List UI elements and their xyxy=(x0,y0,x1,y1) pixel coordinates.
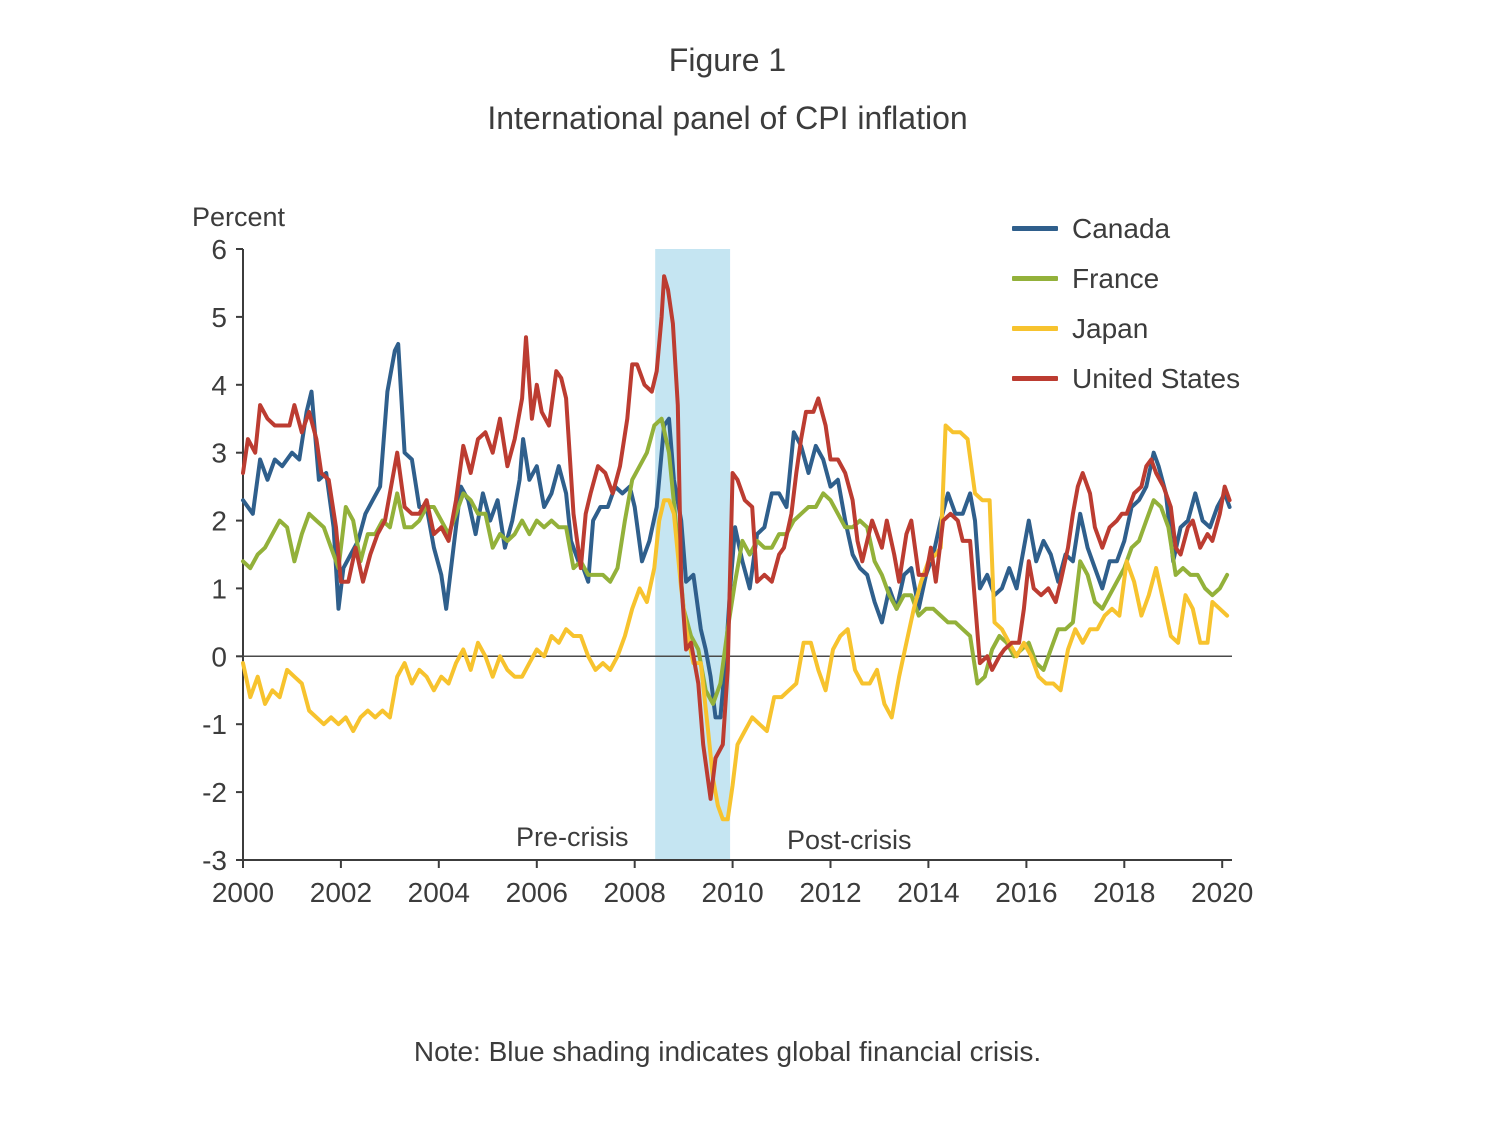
y-tick-label: -3 xyxy=(202,845,227,876)
legend-line-swatch xyxy=(1012,326,1058,331)
x-tick-label: 2016 xyxy=(995,877,1057,908)
x-tick-label: 2020 xyxy=(1191,877,1253,908)
x-tick-label: 2004 xyxy=(408,877,470,908)
x-tick-label: 2010 xyxy=(701,877,763,908)
legend-item-france: France xyxy=(1012,260,1240,297)
x-tick-label: 2002 xyxy=(310,877,372,908)
y-tick-label: 6 xyxy=(211,234,227,265)
legend-item-canada: Canada xyxy=(1012,210,1240,247)
legend-label: Canada xyxy=(1072,212,1171,244)
legend-item-united-states: United States xyxy=(1012,360,1240,397)
crisis-shading-band xyxy=(655,249,731,860)
y-tick-label: 2 xyxy=(211,506,227,537)
pre-crisis-label: Pre-crisis xyxy=(516,822,629,852)
y-tick-label: 0 xyxy=(211,641,227,672)
x-tick-label: 2000 xyxy=(212,877,274,908)
legend-line-swatch xyxy=(1012,226,1058,231)
y-axis-title: Percent xyxy=(192,202,286,232)
series-line-france xyxy=(241,416,1230,706)
figure-title: Figure 1 xyxy=(668,42,787,78)
x-tick-label: 2012 xyxy=(799,877,861,908)
y-tick-label: 3 xyxy=(211,438,227,469)
chart-legend: Canada France Japan United States xyxy=(1012,210,1240,397)
series-line-canada xyxy=(241,342,1232,720)
x-tick-label: 2014 xyxy=(897,877,959,908)
y-tick-label: -2 xyxy=(202,777,227,808)
x-tick-label: 2018 xyxy=(1093,877,1155,908)
legend-item-japan: Japan xyxy=(1012,310,1240,347)
y-tick-label: 5 xyxy=(211,302,227,333)
figure-note: Note: Blue shading indicates global fina… xyxy=(413,1036,1042,1067)
series-line-japan xyxy=(241,423,1230,822)
post-crisis-label: Post-crisis xyxy=(787,825,912,855)
legend-label: Japan xyxy=(1072,312,1149,344)
legend-label: France xyxy=(1072,262,1160,294)
y-tick-label: 1 xyxy=(211,573,227,604)
figure-subtitle: International panel of CPI inflation xyxy=(487,100,968,136)
x-tick-label: 2006 xyxy=(506,877,568,908)
y-tick-label: -1 xyxy=(202,709,227,740)
y-tick-label: 4 xyxy=(211,370,227,401)
x-tick-label: 2008 xyxy=(604,877,666,908)
legend-line-swatch xyxy=(1012,376,1058,381)
legend-label: United States xyxy=(1072,362,1241,394)
legend-line-swatch xyxy=(1012,276,1058,281)
series-line-united-states xyxy=(241,274,1232,801)
